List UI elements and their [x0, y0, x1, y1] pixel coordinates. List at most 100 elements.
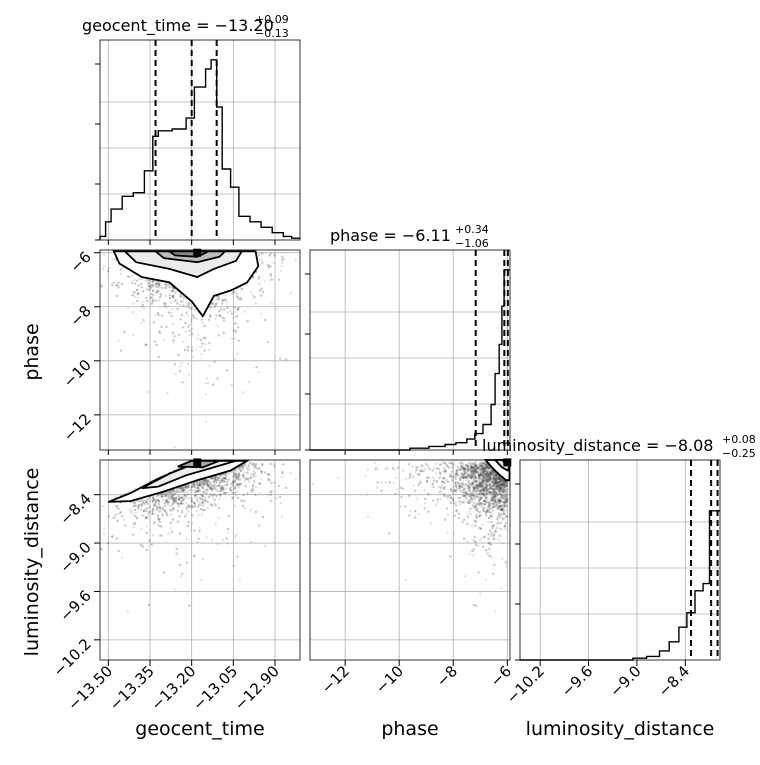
scatter-point: [117, 286, 119, 288]
scatter-point: [272, 262, 274, 264]
scatter-point: [222, 300, 224, 302]
scatter-point: [197, 484, 199, 486]
scatter-point: [117, 340, 119, 342]
scatter-point: [111, 284, 113, 286]
scatter-point: [203, 325, 205, 327]
scatter-point: [156, 524, 158, 526]
scatter-point: [194, 486, 196, 488]
scatter-point: [274, 482, 276, 484]
scatter-point: [174, 292, 176, 294]
scatter-point: [133, 279, 135, 281]
scatter-point: [185, 513, 187, 515]
scatter-point: [234, 505, 236, 507]
scatter-point: [282, 258, 284, 260]
scatter-point: [158, 356, 160, 358]
scatter-point: [226, 301, 228, 303]
scatter-point: [234, 358, 236, 360]
scatter-point: [202, 499, 204, 501]
scatter-point: [140, 528, 142, 530]
scatter-point: [148, 539, 150, 541]
scatter-point: [285, 487, 287, 489]
scatter-point: [148, 604, 150, 606]
scatter-point: [205, 536, 207, 538]
scatter-point: [267, 264, 269, 266]
scatter-point: [227, 528, 229, 530]
scatter-point: [246, 472, 248, 474]
scatter-point: [182, 304, 184, 306]
scatter-point: [193, 309, 195, 311]
scatter-point: [193, 502, 195, 504]
scatter-point: [164, 505, 166, 507]
scatter-point: [278, 279, 280, 281]
scatter-point: [162, 507, 164, 509]
scatter-point: [249, 477, 251, 479]
scatter-point: [143, 308, 145, 310]
scatter-point: [174, 373, 176, 375]
scatter-point: [205, 420, 207, 422]
scatter-point: [187, 346, 189, 348]
scatter-point: [195, 317, 197, 319]
scatter-point: [214, 318, 216, 320]
scatter-point: [258, 482, 260, 484]
scatter-point: [134, 282, 136, 284]
scatter-point: [195, 348, 197, 350]
scatter-point: [158, 510, 160, 512]
scatter-point: [209, 315, 211, 317]
scatter-point: [230, 483, 232, 485]
scatter-point: [186, 538, 188, 540]
scatter-point: [170, 312, 172, 314]
scatter-point: [276, 308, 278, 310]
scatter-point: [261, 471, 263, 473]
scatter-point: [156, 290, 158, 292]
scatter-point: [228, 515, 230, 517]
scatter-point: [116, 520, 118, 522]
scatter-point: [182, 296, 184, 298]
scatter-point: [237, 307, 239, 309]
scatter-point: [279, 357, 281, 359]
scatter-point: [213, 487, 215, 489]
scatter-point: [147, 391, 149, 393]
scatter-point: [202, 509, 204, 511]
scatter-point: [191, 346, 193, 348]
scatter-point: [197, 497, 199, 499]
scatter-point: [205, 393, 207, 395]
scatter-point: [192, 314, 194, 316]
scatter-point: [191, 318, 193, 320]
scatter-point: [140, 322, 142, 324]
scatter-point: [101, 285, 103, 287]
scatter-point: [201, 513, 203, 515]
scatter-point: [157, 312, 159, 314]
scatter-point: [157, 517, 159, 519]
scatter-point: [181, 511, 183, 513]
scatter-point: [151, 281, 153, 283]
scatter-point: [234, 487, 236, 489]
scatter-point: [201, 558, 203, 560]
scatter-point: [181, 314, 183, 316]
scatter-point: [137, 284, 139, 286]
scatter-point: [177, 354, 179, 356]
scatter-point: [158, 314, 160, 316]
scatter-point: [123, 331, 125, 333]
scatter-point: [216, 298, 218, 300]
scatter-point: [182, 326, 184, 328]
scatter-point: [233, 306, 235, 308]
scatter-point: [112, 517, 114, 519]
scatter-point: [239, 484, 241, 486]
scatter-point: [140, 509, 142, 511]
scatter-point: [123, 519, 125, 521]
scatter-point: [188, 521, 190, 523]
scatter-point: [185, 502, 187, 504]
scatter-point: [176, 308, 178, 310]
scatter-point: [241, 288, 243, 290]
scatter-point: [215, 314, 217, 316]
scatter-point: [117, 282, 119, 284]
scatter-point: [169, 286, 171, 288]
scatter-point: [103, 253, 105, 255]
scatter-point: [198, 501, 200, 503]
scatter-point: [197, 334, 199, 336]
scatter-point: [206, 377, 208, 379]
scatter-point: [248, 481, 250, 483]
scatter-point: [180, 301, 182, 303]
scatter-point: [219, 314, 221, 316]
scatter-point: [282, 463, 284, 465]
